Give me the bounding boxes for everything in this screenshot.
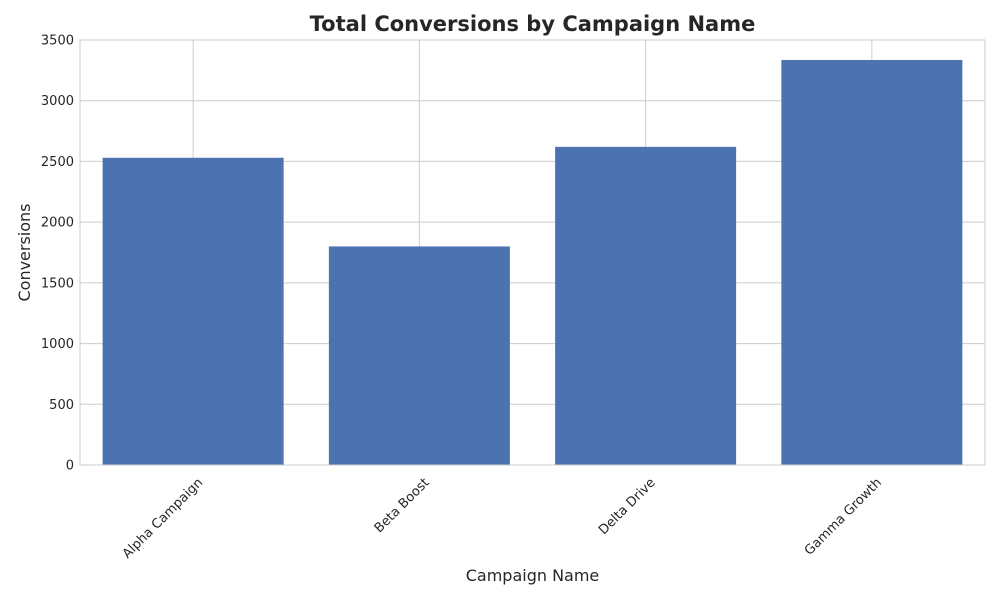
bar-delta-drive <box>555 146 737 465</box>
x-tick-label: Alpha Campaign <box>120 475 206 561</box>
x-axis-ticks: Alpha Campaign Beta Boost Delta Drive Gamma… <box>120 475 885 561</box>
y-axis-ticks: 0 500 1000 1500 2000 2500 3000 3500 <box>41 34 74 474</box>
y-tick-label: 0 <box>66 459 74 474</box>
y-tick-label: 3000 <box>41 94 74 109</box>
chart-title: Total Conversions by Campaign Name <box>310 12 756 36</box>
x-axis-label: Campaign Name <box>466 566 600 585</box>
y-tick-label: 2000 <box>41 216 74 231</box>
y-tick-label: 3500 <box>41 34 74 49</box>
y-axis-label: Conversions <box>15 203 34 301</box>
x-tick-label: Delta Drive <box>596 475 659 538</box>
y-tick-label: 500 <box>49 398 74 413</box>
y-tick-label: 2500 <box>41 155 74 170</box>
bar-gamma-growth <box>781 60 963 466</box>
x-tick-label: Beta Boost <box>372 475 433 536</box>
bars <box>102 60 963 466</box>
bar-alpha-campaign <box>102 157 284 466</box>
plot-frame <box>79 39 986 466</box>
bar-beta-boost <box>328 246 510 465</box>
x-tick-label: Gamma Growth <box>802 475 885 558</box>
y-tick-label: 1500 <box>41 276 74 291</box>
y-tick-label: 1000 <box>41 337 74 352</box>
